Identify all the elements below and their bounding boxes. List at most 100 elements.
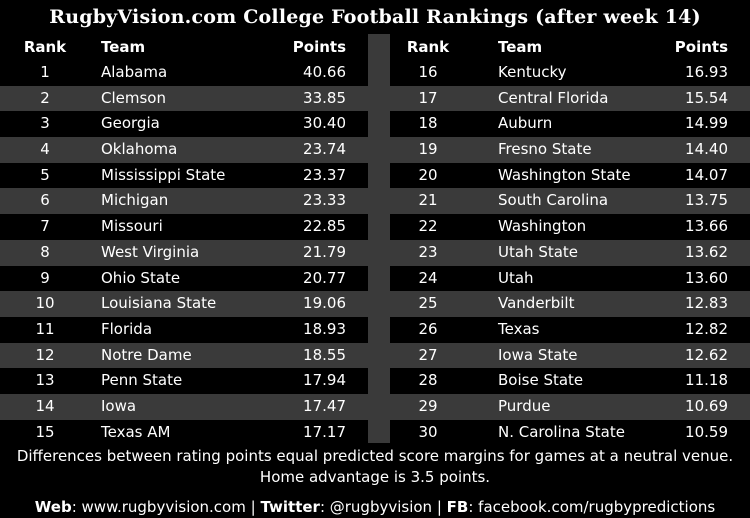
footnote: Differences between rating points equal … [0, 446, 750, 488]
header-rank: Rank [406, 38, 450, 56]
team-cell: Vanderbilt [498, 294, 575, 313]
header-points: Points [674, 38, 728, 56]
team-cell: Texas [498, 319, 540, 338]
team-cell: Texas AM [101, 422, 171, 441]
points-cell: 11.18 [685, 371, 728, 390]
team-cell: Boise State [498, 371, 584, 390]
rank-cell: 24 [418, 268, 438, 287]
points-cell: 12.82 [685, 319, 728, 338]
table-row: 4 Oklahoma 23.74 [0, 137, 368, 163]
team-cell: Mississippi State [101, 165, 226, 184]
rank-cell: 8 [40, 242, 50, 261]
table-header: Rank Team Points [0, 34, 368, 60]
team-cell: Penn State [101, 371, 183, 390]
header-team: Team [101, 38, 146, 56]
team-cell: Oklahoma [101, 140, 178, 159]
table-row: 21 South Carolina 13.75 [390, 188, 750, 215]
table-row: 29 Purdue 10.69 [390, 393, 750, 420]
team-cell: Purdue [498, 396, 551, 415]
rank-cell: 5 [40, 165, 50, 184]
rank-cell: 9 [40, 268, 50, 287]
points-cell: 13.62 [685, 242, 728, 261]
rank-cell: 29 [418, 396, 438, 415]
web-value: : www.rugbyvision.com | [71, 498, 261, 516]
table-row: 22 Washington 13.66 [390, 214, 750, 240]
fb-value: : facebook.com/rugbypredictions [468, 498, 716, 516]
team-cell: Utah State [498, 242, 579, 261]
rank-cell: 1 [40, 63, 50, 81]
points-cell: 40.66 [303, 63, 346, 81]
points-cell: 18.55 [303, 345, 346, 364]
points-cell: 23.33 [303, 191, 346, 210]
table-row: 10 Louisiana State 19.06 [0, 291, 368, 317]
points-cell: 23.37 [303, 165, 346, 184]
points-cell: 14.40 [685, 140, 728, 159]
team-cell: Notre Dame [101, 345, 192, 364]
table-row: 5 Mississippi State 23.37 [0, 162, 368, 189]
table-row: 24 Utah 13.60 [390, 265, 750, 292]
points-cell: 14.99 [685, 114, 728, 133]
rows-left: 1 Alabama 40.66 2 Clemson 33.85 3 Georgia 30.40 4… [0, 60, 368, 446]
points-cell: 10.69 [685, 396, 728, 415]
rank-cell: 2 [40, 88, 50, 107]
rank-cell: 18 [418, 114, 438, 133]
table-row: 12 Notre Dame 18.55 [0, 342, 368, 369]
table-row: 30 N. Carolina State 10.59 [390, 419, 750, 446]
rank-cell: 16 [418, 63, 438, 81]
team-cell: Utah [498, 268, 534, 287]
rank-cell: 7 [40, 217, 50, 236]
rank-cell: 30 [418, 422, 438, 441]
points-cell: 18.93 [303, 319, 346, 338]
column-separator [368, 34, 390, 443]
table-row: 14 Iowa 17.47 [0, 393, 368, 420]
table-row: 26 Texas 12.82 [390, 316, 750, 343]
team-cell: South Carolina [498, 191, 609, 210]
points-cell: 21.79 [303, 242, 346, 261]
rankings-table-right: Rank Team Points 16 Kentucky 16.93 17 Centra… [390, 34, 750, 446]
points-cell: 17.94 [303, 371, 346, 390]
rank-cell: 25 [418, 294, 438, 313]
points-cell: 13.66 [685, 217, 728, 236]
team-cell: Washington State [498, 165, 631, 184]
team-cell: N. Carolina State [498, 422, 625, 441]
team-cell: Clemson [101, 88, 166, 107]
points-cell: 12.62 [685, 345, 728, 364]
rank-cell: 26 [418, 319, 438, 338]
rank-cell: 20 [418, 165, 438, 184]
table-row: 19 Fresno State 14.40 [390, 137, 750, 163]
header-points: Points [292, 38, 346, 56]
table-header: Rank Team Points [390, 34, 750, 60]
table-row: 15 Texas AM 17.17 [0, 419, 368, 446]
table-row: 7 Missouri 22.85 [0, 214, 368, 240]
team-cell: Washington [498, 217, 587, 236]
table-row: 2 Clemson 33.85 [0, 85, 368, 112]
team-cell: Michigan [101, 191, 169, 210]
points-cell: 22.85 [303, 217, 346, 236]
points-cell: 19.06 [303, 294, 346, 313]
table-row: 23 Utah State 13.62 [390, 239, 750, 266]
points-cell: 17.47 [303, 396, 346, 415]
team-cell: Alabama [101, 63, 168, 81]
team-cell: Georgia [101, 114, 160, 133]
rank-cell: 10 [35, 294, 55, 313]
table-row: 13 Penn State 17.94 [0, 368, 368, 394]
points-cell: 17.17 [303, 422, 346, 441]
table-row: 20 Washington State 14.07 [390, 162, 750, 189]
points-cell: 23.74 [303, 140, 346, 159]
points-cell: 10.59 [685, 422, 728, 441]
team-cell: Fresno State [498, 140, 592, 159]
rank-cell: 28 [418, 371, 438, 390]
table-row: 28 Boise State 11.18 [390, 368, 750, 394]
table-row: 1 Alabama 40.66 [0, 60, 368, 86]
table-row: 9 Ohio State 20.77 [0, 265, 368, 292]
points-cell: 20.77 [303, 268, 346, 287]
team-cell: West Virginia [101, 242, 200, 261]
points-cell: 13.75 [685, 191, 728, 210]
table-row: 6 Michigan 23.33 [0, 188, 368, 215]
twitter-label: Twitter [260, 498, 320, 516]
web-label: Web [34, 498, 72, 516]
table-row: 17 Central Florida 15.54 [390, 85, 750, 112]
footnote-line-2: Home advantage is 3.5 points. [259, 468, 491, 486]
header-rank: Rank [23, 38, 67, 56]
